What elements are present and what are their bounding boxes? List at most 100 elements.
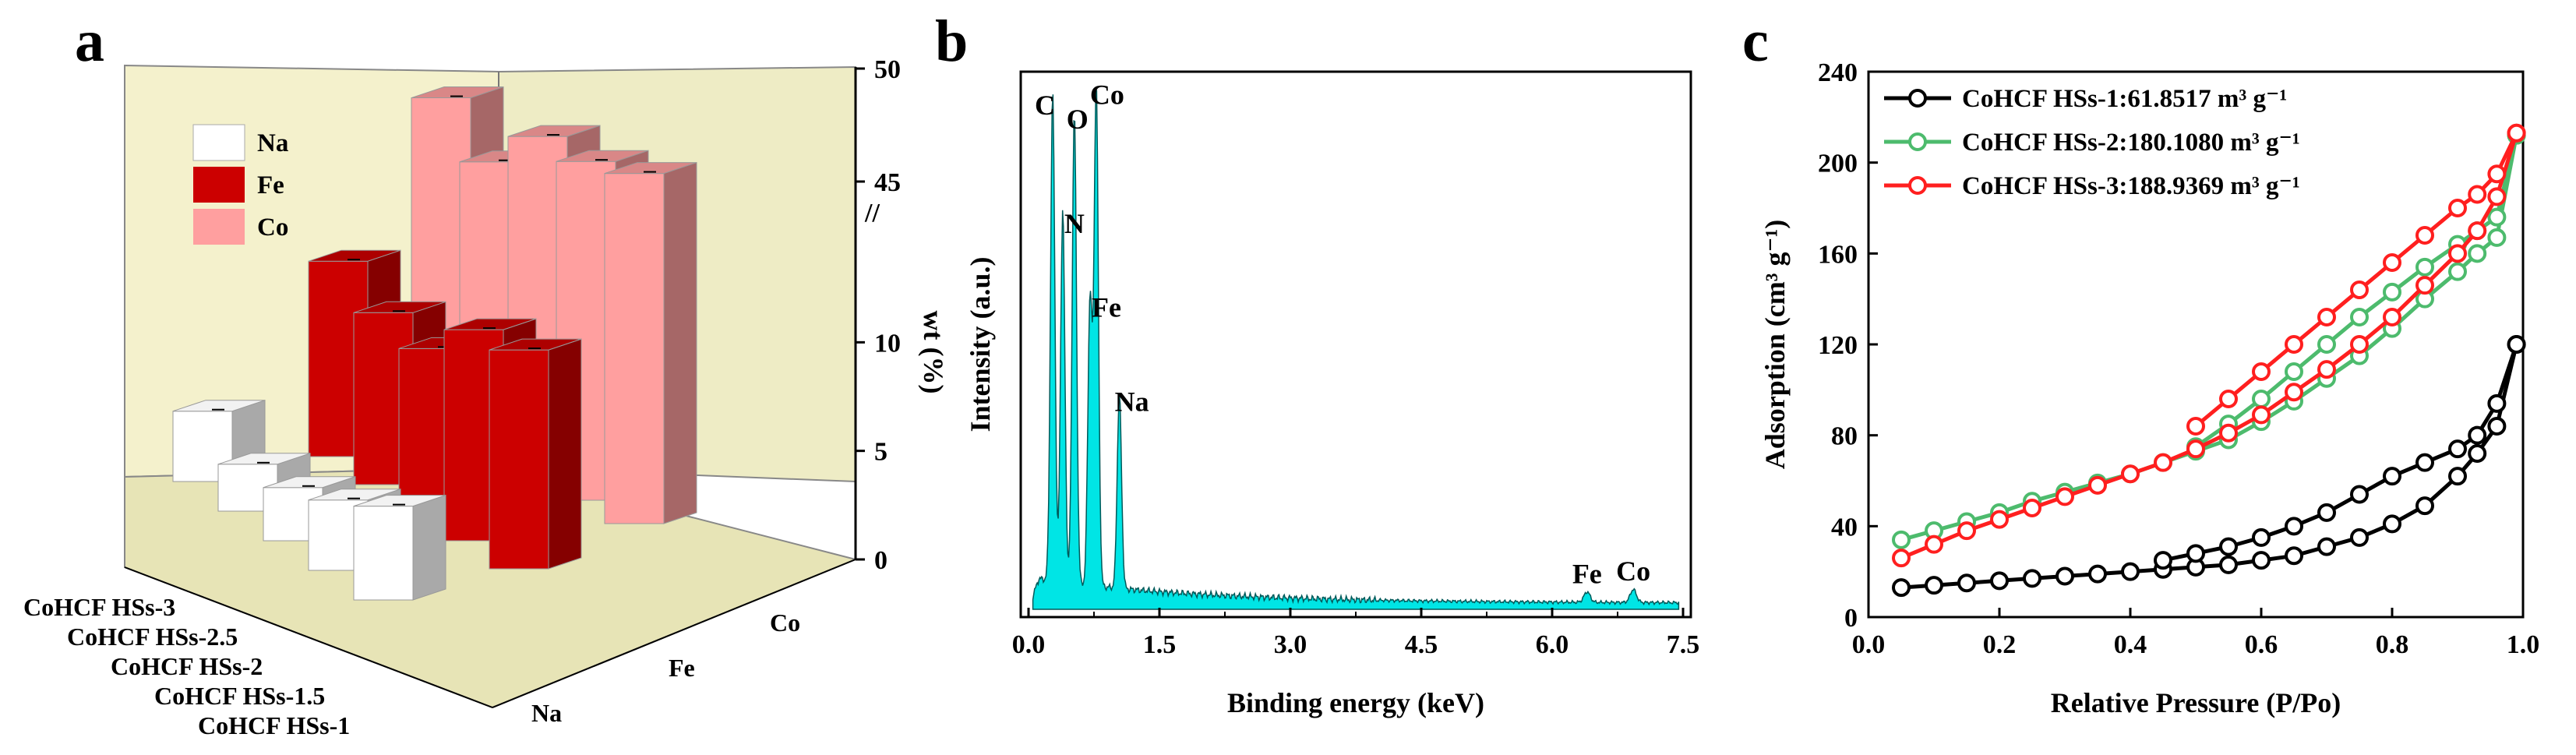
data-point (1957, 521, 1976, 541)
bar-co-top (604, 162, 697, 175)
data-point (2415, 453, 2434, 472)
z-tick-label: 5 (874, 438, 887, 467)
data-point (2219, 423, 2238, 443)
data-point (2448, 199, 2467, 217)
data-point (2468, 221, 2487, 241)
x-axis-ticks-c: 0.0 0.2 0.4 0.6 0.8 1.0 (1852, 608, 2539, 659)
category-label: CoHCF HSs-1 (198, 711, 350, 739)
bar-na-top (308, 489, 401, 501)
data-point (2448, 467, 2467, 486)
data-point (2056, 487, 2074, 506)
data-point (2350, 485, 2369, 504)
panel-a: a 0 5 10 45 50 // wt (%) Na Fe Co CoHCF HSs-… (23, 9, 949, 739)
legend-marker (1908, 89, 1927, 108)
data-point (2154, 551, 2172, 570)
y-tick-label: 160 (1818, 240, 1858, 269)
data-point (2468, 425, 2487, 445)
bar-fe-top (443, 318, 537, 330)
x-axis-title-c: Relative Pressure (P/Po) (2051, 687, 2341, 718)
y-tick-label: 120 (1818, 331, 1858, 360)
data-point (2285, 362, 2303, 381)
panel-a-label: a (75, 9, 104, 74)
x-tick-label: 0.6 (2245, 630, 2278, 659)
bar-co-side (663, 161, 697, 524)
x-tick-label: 0.0 (1012, 630, 1046, 659)
peak-label: Na (1115, 386, 1149, 417)
peak-label: C (1035, 90, 1055, 121)
axis-label-fe: Fe (669, 654, 695, 682)
peak-label: O (1067, 104, 1089, 135)
data-point (2219, 390, 2238, 408)
data-point (1957, 573, 1976, 593)
bar-na-front (353, 506, 414, 601)
peak-label: Fe (1572, 559, 1602, 590)
data-point (1925, 576, 1943, 595)
bar-fe-top (353, 301, 446, 313)
category-label: CoHCF HSs-1.5 (154, 682, 325, 710)
data-point (2487, 164, 2507, 184)
bar-co-top (411, 86, 504, 99)
z-axis-title: wt (%) (918, 311, 949, 394)
data-point (2350, 335, 2369, 354)
data-point (2219, 555, 2238, 574)
legend-a: Na Fe Co (192, 124, 288, 245)
data-point (2468, 444, 2487, 463)
data-point (2448, 439, 2467, 459)
data-point (2285, 383, 2303, 402)
data-point (2285, 546, 2303, 566)
bar-co-top (556, 150, 649, 162)
legend-swatch-co (193, 209, 245, 245)
data-point (2317, 360, 2336, 379)
data-point (2317, 308, 2336, 326)
bar-co-top (507, 125, 601, 137)
axis-break-mark: // (864, 199, 880, 228)
y-axis-ticks-c: 0 40 80 120 160 200 240 (1818, 58, 1878, 633)
y-axis-title-c: Adsorption (cm³ g⁻¹) (1759, 220, 1791, 470)
data-point (2056, 566, 2074, 586)
axis-label-co: Co (770, 609, 800, 637)
data-point (2448, 244, 2467, 263)
category-axis-line (124, 566, 493, 708)
data-point (2383, 467, 2401, 486)
y-tick-label: 200 (1818, 150, 1858, 178)
data-point (2383, 308, 2401, 326)
x-tick-label: 0.4 (2114, 630, 2147, 659)
bar-group (172, 86, 697, 601)
bar-na-top (263, 476, 356, 489)
x-axis-ticks-b: 0.0 1.5 3.0 4.5 6.0 7.5 (1012, 608, 1699, 659)
peak-label: Fe (1092, 291, 1121, 323)
x-tick-label: 1.5 (1143, 630, 1177, 659)
bar-na-side (412, 494, 446, 601)
data-point (2252, 362, 2271, 381)
z-tick-label: 0 (874, 546, 887, 575)
data-point (1892, 578, 1911, 598)
data-point (2487, 207, 2507, 227)
x-tick-label: 0.8 (2376, 630, 2409, 659)
data-point (2252, 405, 2271, 425)
data-point (2088, 475, 2107, 495)
data-point (1925, 534, 1943, 554)
legend-label: CoHCF HSs-2:180.1080 m³ g⁻¹ (1962, 129, 2300, 157)
bar-na-top (217, 453, 311, 465)
x-tick-label: 3.0 (1274, 630, 1307, 659)
legend-label-co: Co (257, 213, 288, 242)
legend-label-fe: Fe (257, 171, 284, 199)
legend-label: CoHCF HSs-1:61.8517 m³ g⁻¹ (1962, 85, 2287, 113)
data-point (2023, 569, 2041, 588)
legend-c: CoHCF HSs-1:61.8517 m³ g⁻¹ CoHCF HSs-2:18… (1884, 85, 2300, 200)
legend-swatch-na (192, 124, 245, 161)
data-point (2285, 335, 2303, 354)
data-point (2350, 308, 2369, 326)
data-point (1990, 510, 2009, 529)
bar-fe-side (548, 338, 582, 570)
isotherm-series (1892, 123, 2526, 598)
legend-marker (1908, 132, 1927, 151)
x-axis-title-b: Binding energy (keV) (1227, 687, 1484, 718)
data-point (1892, 549, 1911, 568)
data-point (2317, 537, 2336, 556)
bar-fe-top (489, 338, 582, 351)
bar-co-front (604, 173, 665, 524)
z-tick-label: 10 (874, 329, 901, 358)
data-point (2023, 499, 2041, 517)
